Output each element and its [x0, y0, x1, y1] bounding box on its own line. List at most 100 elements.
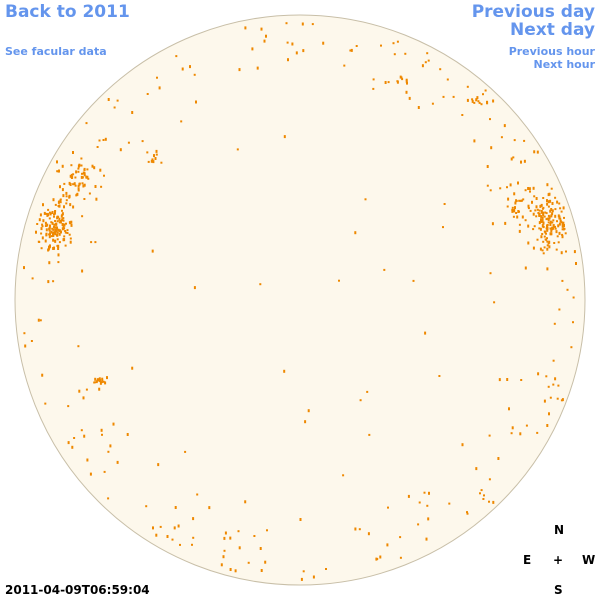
- feature-dot: [98, 377, 101, 381]
- feature-dot: [359, 399, 362, 402]
- feature-dot: [54, 210, 57, 212]
- feature-dot: [549, 223, 552, 226]
- next-day-link[interactable]: Next day: [510, 20, 595, 40]
- feature-dot: [54, 239, 57, 243]
- feature-dot: [438, 375, 441, 377]
- feature-dot: [104, 137, 107, 141]
- feature-dot: [154, 157, 157, 160]
- feature-dot: [56, 238, 59, 241]
- feature-dot: [57, 261, 60, 264]
- feature-dot: [55, 226, 58, 229]
- feature-dot: [519, 432, 522, 436]
- feature-dot: [75, 193, 78, 196]
- feature-dot: [540, 203, 543, 207]
- feature-dot: [192, 517, 195, 521]
- feature-dot: [547, 385, 550, 388]
- feature-dot: [179, 543, 181, 546]
- feature-dot: [77, 189, 80, 192]
- next-hour-link[interactable]: Next hour: [533, 58, 596, 71]
- feature-dot: [63, 238, 66, 242]
- feature-dot: [52, 280, 55, 283]
- feature-dot: [67, 441, 70, 445]
- feature-dot: [535, 215, 538, 218]
- feature-dot: [238, 546, 241, 550]
- feature-dot: [418, 501, 421, 504]
- feature-dot: [69, 237, 72, 240]
- feature-dot: [536, 238, 539, 241]
- feature-dot: [31, 277, 34, 280]
- feature-dot: [189, 65, 191, 69]
- feature-dot: [80, 157, 83, 160]
- feature-dot: [64, 244, 67, 247]
- feature-dot: [561, 279, 564, 282]
- feature-dot: [61, 188, 64, 192]
- feature-dot: [77, 167, 80, 170]
- feature-dot: [546, 424, 549, 427]
- feature-dot: [41, 373, 44, 377]
- feature-dot: [131, 111, 134, 114]
- observation-timestamp: 2011-04-09T06:59:04: [5, 583, 150, 597]
- feature-dot: [546, 247, 549, 251]
- previous-day-link[interactable]: Previous day: [471, 2, 595, 22]
- feature-dot: [535, 197, 538, 200]
- feature-dot: [57, 216, 60, 219]
- feature-dot: [543, 399, 546, 403]
- feature-dot: [64, 230, 67, 232]
- feature-dot: [300, 577, 303, 581]
- feature-dot: [48, 235, 51, 239]
- feature-dot: [548, 240, 551, 244]
- feature-dot: [492, 99, 495, 103]
- feature-dot: [497, 457, 500, 460]
- feature-dot: [466, 98, 469, 102]
- previous-hour-link[interactable]: Previous hour: [508, 45, 595, 58]
- facular-data-link[interactable]: See facular data: [5, 45, 107, 58]
- feature-dot: [536, 150, 539, 154]
- feature-dot: [399, 536, 402, 539]
- feature-dot: [538, 214, 541, 217]
- feature-dot: [417, 523, 420, 526]
- feature-dot: [532, 212, 535, 216]
- feature-dot: [62, 227, 65, 230]
- feature-dot: [113, 106, 116, 109]
- feature-dot: [503, 124, 506, 128]
- feature-dot: [59, 198, 62, 201]
- feature-dot: [563, 224, 565, 227]
- feature-dot: [484, 89, 487, 92]
- feature-dot: [541, 219, 544, 223]
- compass-south-label: S: [554, 583, 563, 597]
- feature-dot: [541, 216, 544, 220]
- feature-dot: [426, 52, 429, 55]
- feature-dot: [155, 149, 158, 153]
- feature-dot: [523, 159, 526, 163]
- feature-dot: [70, 173, 73, 176]
- feature-dot: [45, 232, 48, 236]
- feature-dot: [541, 224, 544, 228]
- feature-dot: [80, 164, 83, 167]
- feature-dot: [107, 497, 110, 500]
- feature-dot: [50, 221, 53, 224]
- feature-dot: [66, 232, 69, 234]
- feature-dot: [350, 48, 353, 52]
- feature-dot: [486, 165, 489, 168]
- feature-dot: [100, 185, 103, 188]
- feature-dot: [446, 78, 449, 81]
- feature-dot: [40, 227, 43, 231]
- feature-dot: [405, 79, 408, 83]
- feature-dot: [515, 212, 518, 214]
- feature-dot: [549, 396, 552, 399]
- feature-dot: [507, 197, 510, 201]
- feature-dot: [68, 195, 71, 199]
- feature-dot: [41, 225, 44, 228]
- feature-dot: [424, 61, 427, 64]
- feature-dot: [287, 58, 289, 62]
- feature-dot: [260, 27, 263, 31]
- feature-dot: [532, 186, 535, 190]
- feature-dot: [96, 378, 99, 382]
- feature-dot: [86, 458, 89, 462]
- feature-dot: [59, 185, 61, 189]
- back-to-year-link[interactable]: Back to 2011: [5, 2, 130, 22]
- feature-dot: [533, 225, 536, 228]
- feature-dot: [73, 182, 76, 186]
- feature-dot: [547, 214, 550, 217]
- feature-dot: [489, 118, 491, 121]
